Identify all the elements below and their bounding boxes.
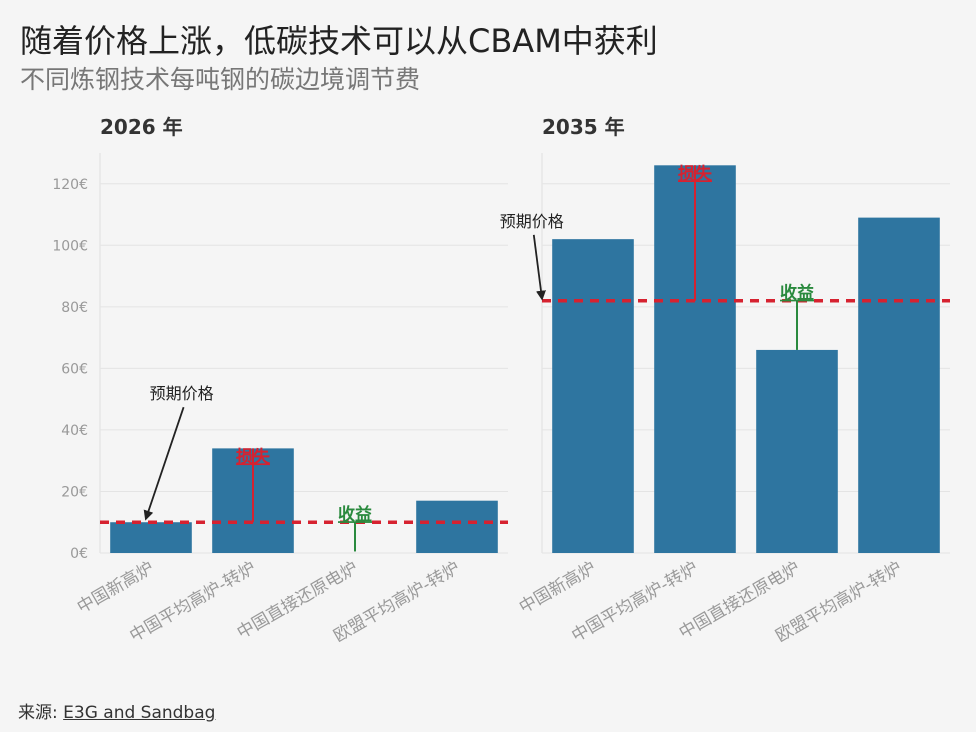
chart-subtitle: 不同炼钢技术每吨钢的碳边境调节费 bbox=[20, 65, 421, 94]
bar-2035-4 bbox=[858, 217, 940, 553]
panel-title-2026: 2026 年 bbox=[100, 115, 183, 139]
bar-chart: 2026 年0€20€40€60€80€100€120€中国新高炉中国平均高炉-… bbox=[52, 115, 950, 646]
chart-title: 随着价格上涨，低碳技术可以从CBAM中获利 bbox=[20, 22, 658, 60]
x-tick-label: 中国新高炉 bbox=[74, 558, 158, 618]
gain-label-2026: 收益 bbox=[338, 504, 372, 525]
bar-2026-4 bbox=[416, 500, 498, 553]
y-tick-label: 40€ bbox=[61, 423, 88, 439]
y-tick-label: 60€ bbox=[61, 361, 88, 377]
bar-2035-3 bbox=[756, 349, 838, 553]
price-annotation-arrow bbox=[532, 234, 546, 301]
loss-label-2026: 损失 bbox=[236, 446, 271, 467]
bar-2026-1 bbox=[110, 522, 192, 553]
y-tick-label: 100€ bbox=[52, 238, 88, 254]
price-annotation-label: 预期价格 bbox=[150, 384, 214, 403]
gain-label-2035: 收益 bbox=[780, 283, 814, 304]
panel-title-2035: 2035 年 bbox=[542, 115, 625, 139]
price-annotation-label: 预期价格 bbox=[500, 212, 564, 231]
bar-2035-1 bbox=[552, 239, 634, 553]
y-tick-label: 120€ bbox=[52, 177, 88, 193]
y-tick-label: 0€ bbox=[70, 546, 88, 562]
y-tick-label: 80€ bbox=[61, 300, 88, 316]
source-label: 来源: bbox=[18, 703, 58, 723]
source-note: 来源: E3G and Sandbag bbox=[18, 698, 215, 723]
loss-label-2035: 损失 bbox=[678, 163, 713, 184]
y-tick-label: 20€ bbox=[61, 484, 88, 500]
source-link[interactable]: E3G and Sandbag bbox=[63, 703, 216, 723]
price-annotation-arrow bbox=[143, 406, 185, 521]
x-tick-label: 中国新高炉 bbox=[516, 558, 600, 618]
